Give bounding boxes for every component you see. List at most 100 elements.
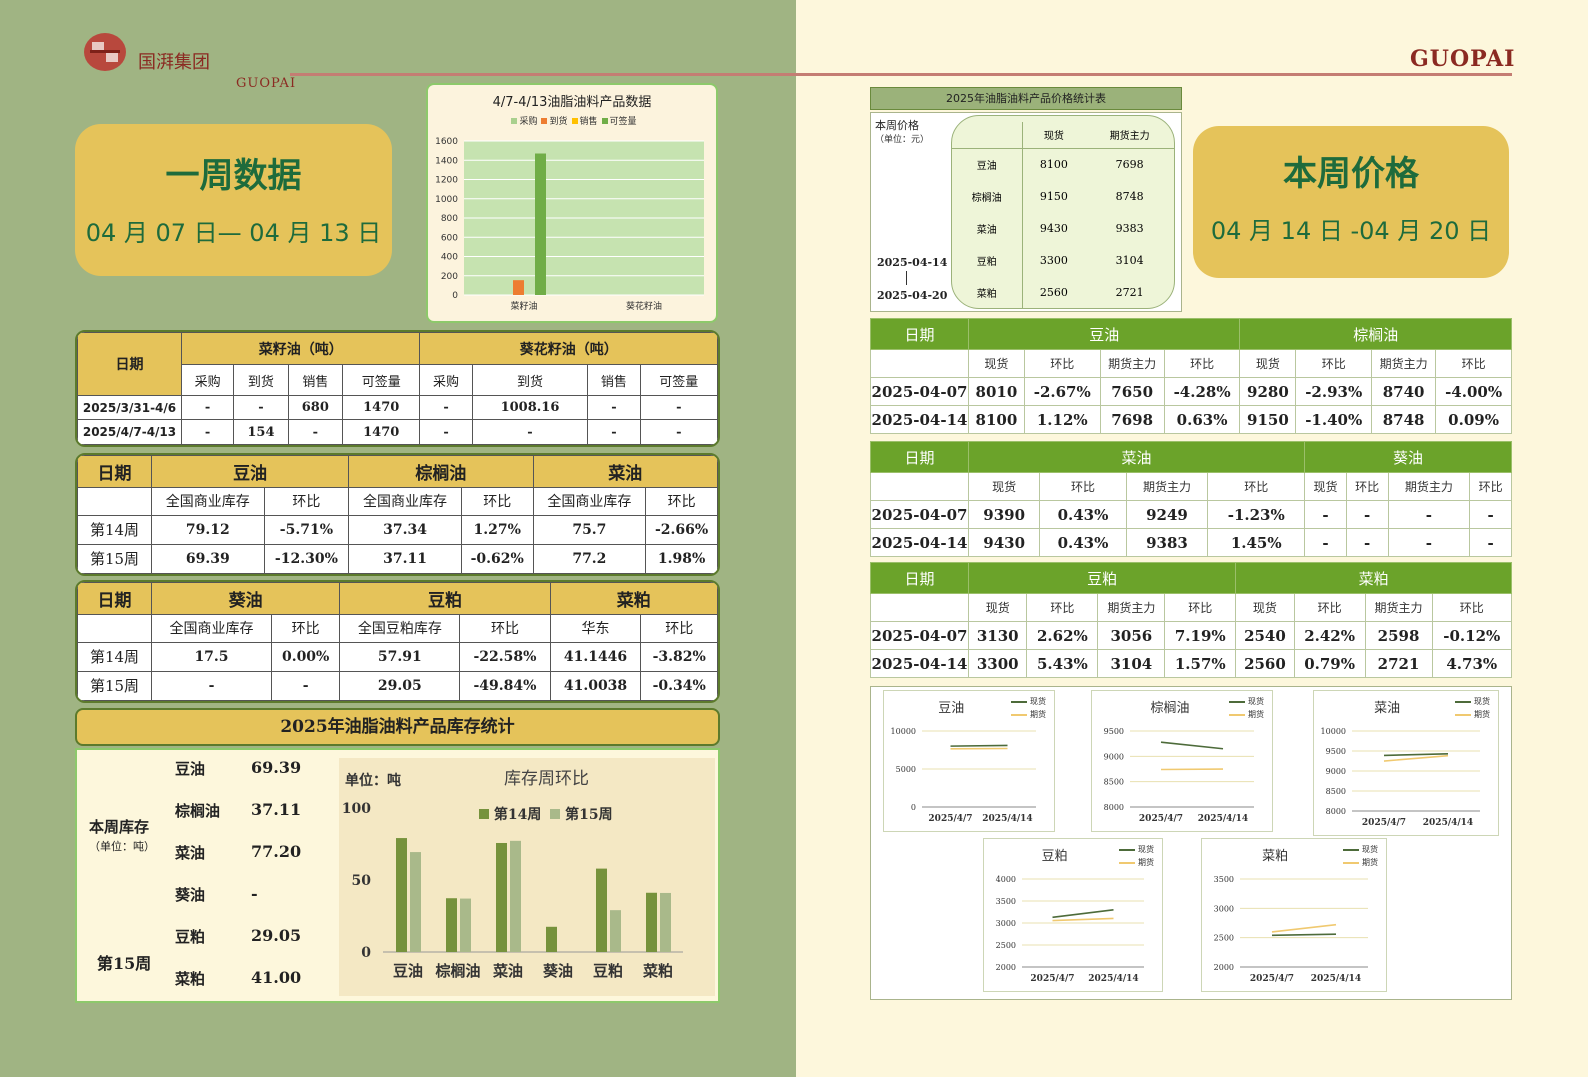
mini-chart-2: 棕榈油 现货 期货 9500 9000 8500 8000 2025/4/7 2025/4/14 (1091, 690, 1273, 832)
table-cell: 9249 (1125, 500, 1209, 529)
x-tick-label: 2025/4/14 (982, 814, 1032, 824)
legend-line (1229, 713, 1245, 716)
row-name: 棕榈油 (952, 180, 1023, 212)
date-header: 日期 (77, 455, 152, 488)
table-cell: 2721 (1364, 649, 1433, 678)
column-header: 现货 (1239, 349, 1297, 378)
mini-chart-legend: 现货 期货 (1011, 695, 1046, 721)
row-date: 2025-04-14 (870, 528, 969, 557)
y-tick-label: 800 (441, 214, 458, 224)
table-row: 第15周 69.39 -12.30% 37.11 -0.62% 77.2 1.98% (77, 543, 718, 574)
table-cell: 0.09% (1435, 405, 1512, 434)
y-tick-label: 1200 (435, 176, 458, 186)
x-tick-label: 2025/4/14 (1423, 818, 1473, 828)
group-header: 棕榈油 (348, 455, 534, 488)
row-name: 豆粕 (952, 244, 1023, 276)
x-tick-label: 豆粕 (593, 962, 623, 980)
table-cell: -4.28% (1163, 377, 1241, 406)
price-stat-label: 本周价格 (875, 119, 919, 132)
date-header: 日期 (870, 318, 969, 350)
product-legend-item: 采购 (507, 117, 537, 127)
table-cell: 79.12 (151, 514, 265, 545)
inventory-item-name: 菜油 (175, 844, 206, 862)
legend-line (1455, 713, 1471, 716)
table-cell: -2.66% (645, 514, 718, 545)
legend-row: 期货 (1119, 856, 1154, 869)
table-cell: 1.27% (460, 514, 534, 545)
row-date: 2025-04-07 (870, 377, 969, 406)
table-cell: -0.34% (640, 670, 718, 701)
column-header: 环比 (1295, 349, 1373, 378)
legend-line (1011, 713, 1027, 716)
inventory-panel-title: 2025年油脂油料产品库存统计 (75, 708, 720, 746)
trade-table-panel: 日期 菜籽油（吨） 葵花籽油（吨） 采购 到货 销售 可签量 采购 到货 销售 可签量 2025/3/… (75, 330, 720, 447)
legend-line (1343, 848, 1359, 851)
table-row: 2025-04-14 9430 0.43% 9383 1.45% - - - - (870, 528, 1512, 557)
bar-可签量 (535, 153, 546, 295)
inventory-item-name: 豆油 (175, 760, 206, 778)
table-cell: 8010 (968, 377, 1025, 406)
column-header: 环比 (1163, 349, 1241, 378)
bar-第14周 (546, 926, 557, 952)
table-cell: 680 (287, 394, 344, 421)
empty-cell (952, 122, 1023, 149)
y-tick-label: 10000 (891, 727, 916, 736)
legend-line (1119, 861, 1135, 864)
price-table-1: 日期 豆油 棕榈油 现货 环比 期货主力 环比 现货 环比 期货主力 环比 2025-04-07 801… (870, 318, 1512, 434)
legend-label: 期货 (1138, 858, 1154, 867)
legend-label: 期货 (1248, 710, 1264, 719)
table-cell: -22.58% (459, 641, 551, 672)
table-cell: 17.5 (151, 641, 272, 672)
product-legend-item: 销售 (568, 117, 598, 127)
column-header: 环比 (1431, 593, 1513, 622)
mini-chart-legend: 现货 期货 (1343, 843, 1378, 869)
bar-第15周 (460, 898, 471, 952)
mini-chart-4: 豆粕 现货 期货 4000 3500 3000 2500 2000 2025/4/7 2025/4… (983, 838, 1163, 992)
mini-chart-legend: 现货 期货 (1455, 695, 1490, 721)
y-tick-label: 9500 (1326, 747, 1346, 756)
futures-price: 7698 (1115, 157, 1144, 171)
table-cell: 1470 (342, 419, 421, 445)
table-cell: 5.43% (1026, 649, 1099, 678)
x-tick-label: 2025/4/14 (1311, 974, 1361, 984)
column-header: 环比 (645, 487, 718, 516)
table-cell: - (419, 419, 473, 445)
y-tick-label: 5000 (896, 765, 916, 774)
y-tick-label: 0 (452, 291, 458, 301)
table-cell: 1.57% (1164, 649, 1237, 678)
table-row: 2025/4/7-4/13-154-1470- - - - (77, 419, 718, 445)
column-header: 环比 (460, 487, 534, 516)
table-cell: - (587, 419, 641, 445)
y-tick-label: 1000 (435, 195, 458, 205)
column-header: 环比 (1469, 472, 1512, 501)
column-header: 全国商业库存 (348, 487, 462, 516)
table-cell: -5.71% (263, 514, 350, 545)
table-cell: - (639, 394, 718, 421)
x-tick-label: 菜油 (492, 962, 523, 980)
price-table-3-panel: 日期 豆粕 菜粕 现货 环比 期货主力 环比 现货 环比 期货主力 环比 2025-04-07 3130… (870, 562, 1513, 678)
x-tick-label: 葵花籽油 (626, 300, 662, 312)
column-header: 到货 (233, 364, 289, 396)
spot-price: 8100 (1039, 157, 1068, 171)
table-cell: - (1387, 500, 1471, 529)
table-cell: - (471, 419, 589, 445)
mini-chart-title: 豆粕 (1041, 849, 1068, 864)
legend-row: 现货 (1343, 843, 1378, 856)
table-cell: 1.45% (1207, 528, 1306, 557)
table-cell: - (1345, 500, 1389, 529)
price-stat-table: 现货 期货主力 豆油 8100 7698 棕榈油 9150 8748 菜油 9430 9383 豆粕 3… (952, 122, 1174, 308)
series-line-现货 (950, 744, 1008, 747)
column-header: 期货主力 (1387, 472, 1471, 501)
column-header: 销售 (287, 364, 344, 396)
column-header: 环比 (1023, 349, 1101, 378)
column-header: 全国商业库存 (532, 487, 647, 516)
column-header: 期货主力 (1125, 472, 1209, 501)
y-tick-label: 3500 (996, 897, 1016, 906)
bar-第14周 (496, 842, 507, 952)
y-tick-label: 2000 (996, 963, 1016, 972)
column-header: 全国商业库存 (151, 614, 272, 643)
table-row: 2025-04-07 3130 2.62% 3056 7.19% 2540 2.42% 259… (870, 621, 1513, 650)
table-cell: -1.23% (1207, 500, 1306, 529)
group-header: 菜油 (967, 441, 1306, 473)
group-header: 葵花籽油（吨） (419, 332, 718, 366)
